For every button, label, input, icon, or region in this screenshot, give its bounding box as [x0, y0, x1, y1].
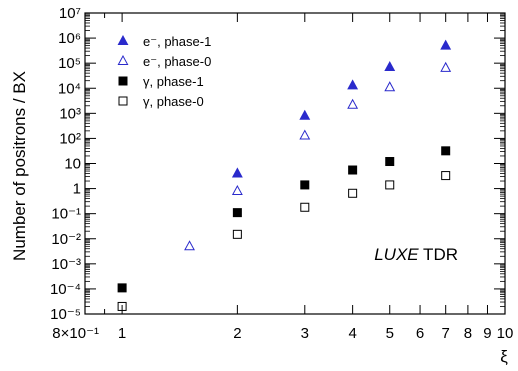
data-point-series-3 [300, 202, 310, 212]
data-point-series-2 [385, 157, 395, 167]
annotation-regular: TDR [419, 245, 458, 264]
x-tick-label: 3 [301, 325, 309, 342]
data-point-series-1 [440, 61, 452, 72]
data-point-series-2 [441, 146, 451, 156]
luxe-tdr-annotation: LUXE TDR [374, 245, 458, 264]
legend-marker-1 [117, 54, 129, 65]
data-point-series-3 [348, 188, 358, 198]
legend-label-2: γ, phase-1 [143, 74, 204, 89]
data-point-series-2 [117, 283, 127, 293]
legend-marker-2 [118, 76, 128, 86]
data-point-series-1 [231, 184, 243, 196]
y-tick-label: 10⁶ [58, 30, 81, 47]
data-point-series-3 [117, 301, 127, 311]
data-point-series-3 [441, 171, 451, 181]
y-tick-label: 10² [59, 130, 81, 147]
x-tick-label: 10 [497, 325, 514, 342]
data-point-series-1 [184, 240, 195, 251]
legend-label-3: γ, phase-0 [143, 94, 204, 109]
y-tick-label: 10⁵ [58, 55, 81, 72]
x-tick-label: 6 [416, 325, 424, 342]
data-point-series-0 [384, 61, 396, 72]
data-point-series-3 [232, 229, 242, 239]
y-tick-label: 10³ [59, 105, 81, 122]
data-point-series-1 [347, 98, 359, 109]
data-point-series-2 [232, 208, 242, 218]
y-tick-label: 10⁻⁵ [50, 306, 81, 323]
x-tick-label: 4 [348, 325, 356, 342]
data-point-series-2 [348, 165, 358, 175]
x-axis-title: ξ [500, 347, 508, 366]
data-marks [117, 39, 452, 311]
x-tick-label: 1 [118, 325, 126, 342]
data-point-series-1 [384, 81, 396, 92]
legend: e⁻, phase-1 e⁻, phase-0 γ, phase-1 γ, phase… [117, 34, 211, 109]
y-tick-label: 1 [73, 181, 81, 198]
x-tick-label: 8 [464, 325, 472, 342]
y-tick-label: 10⁻⁴ [50, 281, 81, 298]
y-tick-label: 10 [64, 156, 81, 173]
legend-label-1: e⁻, phase-0 [143, 54, 211, 69]
y-tick-label: 10⁻² [51, 231, 81, 248]
y-tick-label: 10⁻¹ [51, 206, 81, 223]
x-tick-label: 7 [442, 325, 450, 342]
x-tick-label: 8×10⁻¹ [52, 325, 99, 342]
legend-marker-0 [117, 34, 129, 45]
tick-labels: 8×10⁻¹ 1 2 3 4 5 6 7 8 9 10 10⁻⁵ 10⁻⁴ 10⁻³ 10⁻² 10⁻¹ 1 10… [50, 5, 513, 342]
data-point-series-0 [299, 109, 311, 120]
x-tick-label: 5 [386, 325, 394, 342]
y-tick-label: 10⁴ [58, 80, 81, 97]
annotation-italic: LUXE [374, 245, 419, 264]
data-point-series-1 [299, 129, 311, 140]
data-point-series-0 [231, 167, 243, 178]
x-tick-label: 2 [233, 325, 241, 342]
axis-ticks [84, 12, 506, 315]
data-point-series-3 [385, 180, 395, 190]
y-tick-label: 10⁻³ [51, 256, 81, 273]
data-point-series-0 [347, 79, 359, 90]
x-tick-label: 9 [483, 325, 491, 342]
data-point-series-2 [300, 180, 310, 190]
legend-marker-3 [118, 96, 128, 106]
legend-label-0: e⁻, phase-1 [143, 34, 211, 49]
y-axis-title: Number of positrons / BX [10, 71, 29, 261]
data-point-series-0 [440, 39, 452, 50]
y-tick-label: 10⁷ [59, 5, 81, 22]
